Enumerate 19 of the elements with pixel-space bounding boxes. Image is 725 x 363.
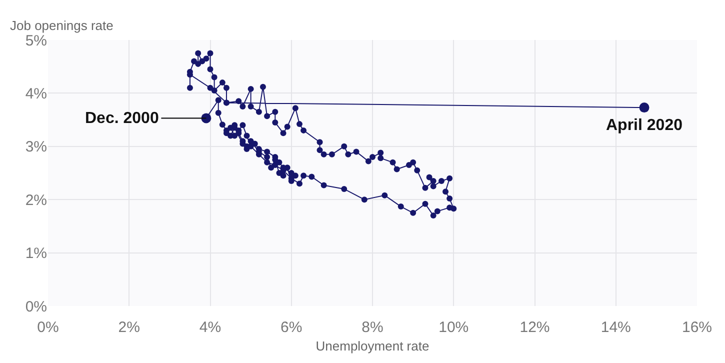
y-tick-label: 1% [25, 245, 47, 262]
y-tick-label: 2% [25, 192, 47, 209]
y-tick-label: 5% [25, 32, 47, 50]
x-tick-label: 16% [682, 319, 712, 336]
annotation: April 2020 [606, 117, 683, 134]
x-axis-title: Unemployment rate [316, 338, 430, 354]
x-tick-label: 0% [37, 319, 59, 336]
annotation: Dec. 2000 [85, 110, 159, 127]
x-tick-label: 4% [199, 319, 222, 336]
x-tick-label: 8% [362, 319, 384, 336]
y-axis-title: Job openings rate [10, 18, 114, 33]
y-tick-label: 3% [25, 138, 47, 156]
x-tick-label: 6% [280, 319, 302, 336]
x-tick-label: 10% [438, 319, 469, 336]
y-tick-label: 0% [25, 298, 47, 316]
x-tick-label: 2% [118, 319, 140, 336]
y-tick-label: 4% [25, 85, 47, 102]
x-tick-label: 12% [520, 319, 550, 336]
x-tick-label: 14% [600, 319, 631, 336]
